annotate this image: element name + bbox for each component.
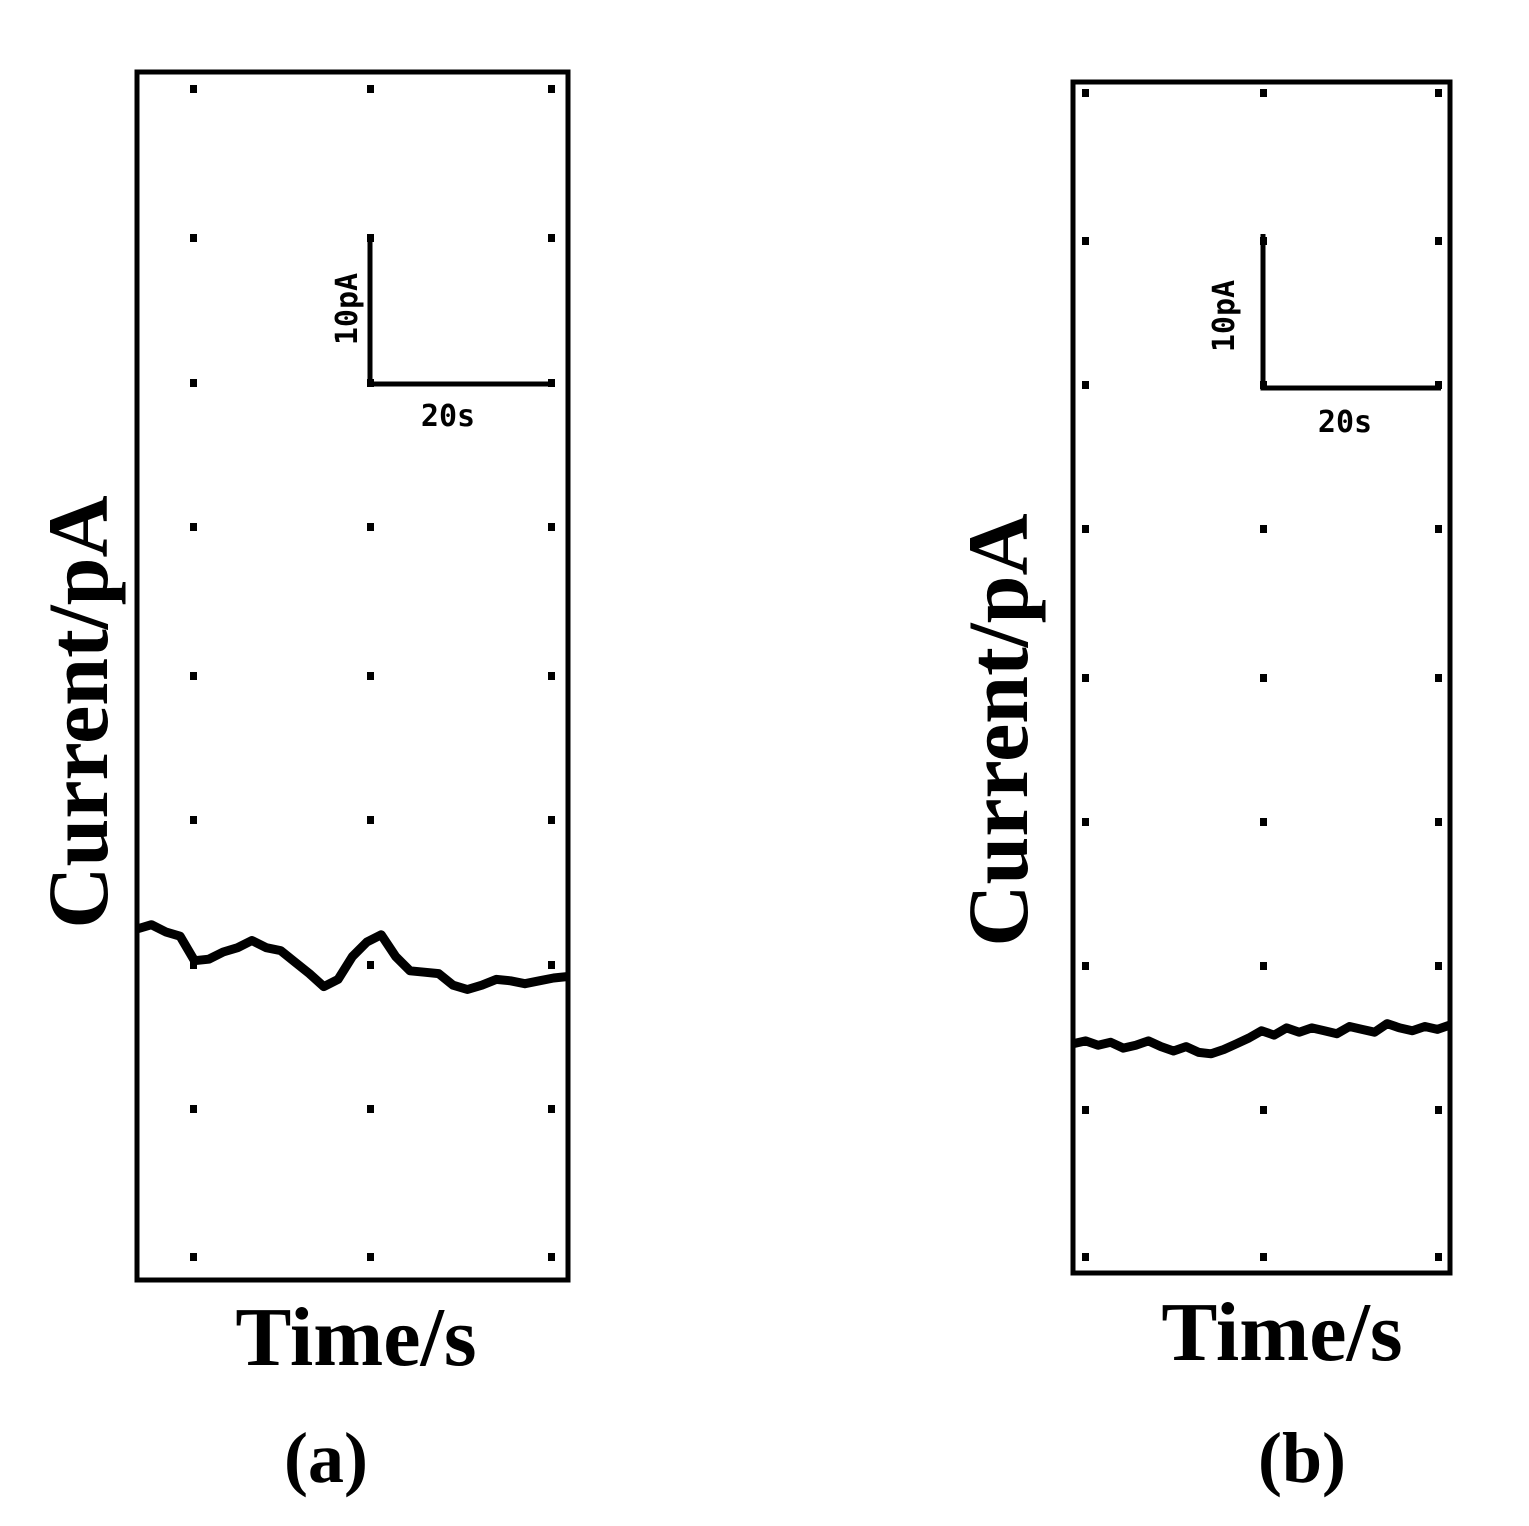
- grid-dot: [548, 234, 555, 242]
- panel-a-label: (a): [284, 1418, 368, 1498]
- grid-dot: [1260, 674, 1267, 682]
- grid-dot: [190, 379, 197, 387]
- grid-dot: [190, 672, 197, 680]
- grid-dot: [367, 85, 374, 93]
- panel-b-scale-bar-lines: [1260, 234, 1441, 391]
- grid-dot: [548, 816, 555, 824]
- grid-dot: [1082, 381, 1089, 389]
- panel-b-trace: [1071, 1019, 1452, 1059]
- grid-dot: [1082, 674, 1089, 682]
- grid-dot: [367, 672, 374, 680]
- grid-dot: [548, 1105, 555, 1113]
- panel-b-scale-bar: 10pA 20s: [1207, 234, 1441, 440]
- grid-dot: [548, 961, 555, 969]
- grid-dot: [367, 1105, 374, 1113]
- panel-a-x-axis-label: Time/s: [235, 1291, 476, 1384]
- grid-dot: [1082, 1253, 1089, 1261]
- panel-a-scale-bar: 10pA 20s: [330, 234, 553, 434]
- grid-dot: [548, 672, 555, 680]
- grid-dot: [1260, 962, 1267, 970]
- grid-dot: [548, 85, 555, 93]
- panel-b-scale-time-label: 20s: [1318, 405, 1372, 440]
- grid-dot: [1435, 381, 1442, 389]
- grid-dot: [1260, 525, 1267, 533]
- panel-a-scale-bar-lines: [367, 234, 553, 387]
- grid-dot: [190, 234, 197, 242]
- grid-dot: [1082, 1106, 1089, 1114]
- grid-dot: [548, 1253, 555, 1261]
- panel-b-label: (b): [1258, 1418, 1346, 1498]
- grid-dot: [548, 523, 555, 531]
- grid-dot: [1260, 818, 1267, 826]
- panel-a: 10pA 20s Current/pA Time/s (a): [30, 69, 571, 1498]
- grid-dot: [1435, 89, 1442, 97]
- panel-b-grid: [1082, 89, 1442, 1261]
- grid-dot: [367, 523, 374, 531]
- grid-dot: [1082, 818, 1089, 826]
- panel-a-scale-time-label: 20s: [421, 399, 475, 434]
- grid-dot: [1435, 237, 1442, 245]
- panel-b-y-axis-label: Current/pA: [950, 513, 1046, 946]
- grid-dot: [1435, 1253, 1442, 1261]
- grid-dot: [1260, 89, 1267, 97]
- grid-dot: [1435, 674, 1442, 682]
- grid-dot: [1260, 1253, 1267, 1261]
- grid-dot: [367, 1253, 374, 1261]
- panel-a-scale-current-label: 10pA: [330, 273, 365, 345]
- grid-dot: [1435, 1106, 1442, 1114]
- panel-b-scale-current-label: 10pA: [1207, 280, 1242, 352]
- panel-b: 10pA 20s Current/pA Time/s (b): [950, 79, 1453, 1498]
- grid-dot: [1082, 962, 1089, 970]
- grid-dot: [1435, 962, 1442, 970]
- grid-dot: [190, 1253, 197, 1261]
- grid-dot: [367, 961, 374, 969]
- grid-dot: [367, 816, 374, 824]
- grid-dot: [1082, 89, 1089, 97]
- grid-dot: [190, 85, 197, 93]
- panel-a-trace: [135, 920, 569, 994]
- panel-a-y-axis-label: Current/pA: [30, 495, 126, 928]
- grid-dot: [190, 523, 197, 531]
- grid-dot: [1082, 237, 1089, 245]
- panel-b-x-axis-label: Time/s: [1161, 1286, 1402, 1379]
- grid-dot: [1435, 525, 1442, 533]
- grid-dot: [190, 1105, 197, 1113]
- grid-dot: [1260, 1106, 1267, 1114]
- grid-dot: [1435, 818, 1442, 826]
- grid-dot: [1082, 525, 1089, 533]
- panel-b-plot-frame: [1070, 79, 1453, 1276]
- grid-dot: [190, 816, 197, 824]
- panel-a-plot-frame: [134, 69, 571, 1283]
